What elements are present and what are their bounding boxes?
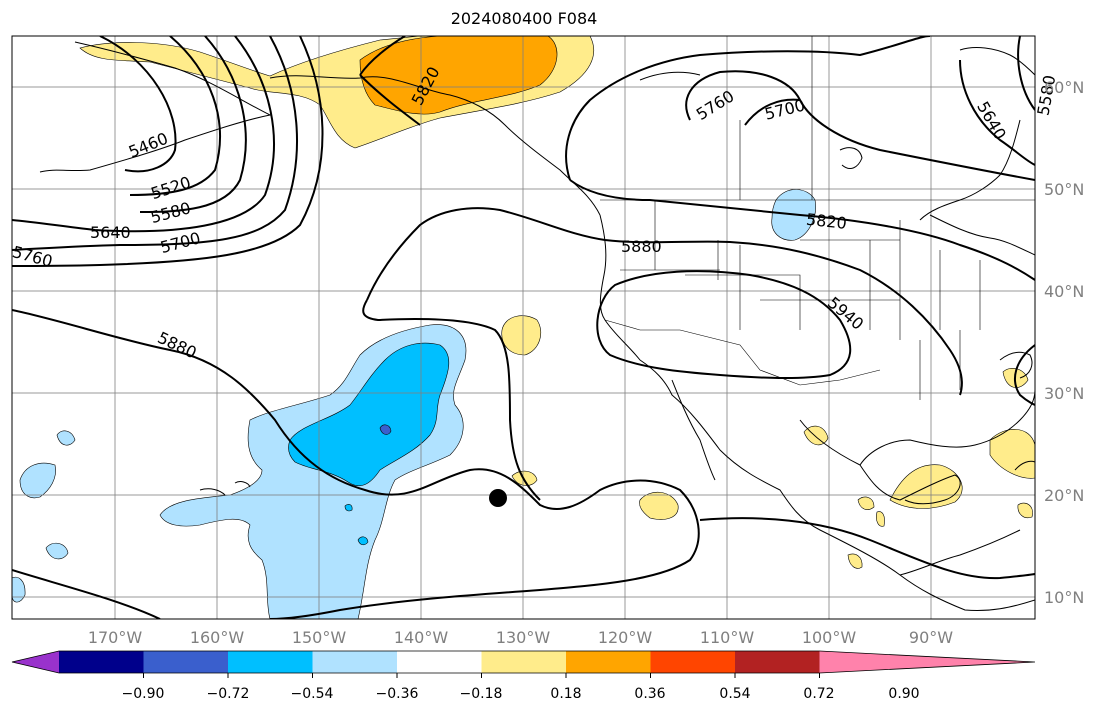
colorbar-label: −0.18 — [460, 686, 503, 702]
lat-label: 60°N — [1044, 78, 1084, 97]
contour-label: 5460 — [126, 129, 171, 162]
lon-label: 160°W — [190, 628, 245, 647]
map-panel — [12, 36, 1035, 619]
contour-label: 5640 — [90, 223, 131, 242]
contour-label-group: 5460 5520 5580 5640 5700 5760 5880 5820 … — [10, 63, 1059, 362]
colorbar-swatch — [228, 651, 313, 673]
lon-label: 100°W — [802, 628, 857, 647]
contour-label: 5700 — [158, 228, 202, 257]
political-boundaries — [600, 36, 1035, 400]
lon-label: 130°W — [496, 628, 551, 647]
lat-label: 20°N — [1044, 486, 1084, 505]
colorbar-label: 0.54 — [719, 686, 750, 702]
colorbar-swatch — [481, 651, 567, 673]
colorbar-label: 0.18 — [550, 686, 581, 702]
graticule — [12, 36, 1035, 619]
colorbar-extend-max — [819, 651, 1035, 673]
colorbar-swatch — [735, 651, 820, 673]
lon-label: 170°W — [88, 628, 143, 647]
location-marker — [489, 489, 507, 507]
map-title: 2024080400 F084 — [450, 9, 598, 28]
contour-label: 5700 — [763, 95, 807, 123]
latitude-labels: 60°N 50°N 40°N 30°N 20°N 10°N — [1044, 78, 1084, 607]
colorbar-extend-min — [12, 651, 59, 673]
colorbar-label: −0.54 — [291, 686, 334, 702]
lon-label: 140°W — [394, 628, 449, 647]
lat-label: 40°N — [1044, 282, 1084, 301]
lat-label: 10°N — [1044, 588, 1084, 607]
lon-label: 150°W — [292, 628, 347, 647]
map-frame — [11, 35, 1036, 620]
colorbar-label: −0.90 — [122, 686, 165, 702]
colorbar-swatch — [59, 651, 144, 673]
colorbar-swatch — [397, 651, 482, 673]
colorbar-label: −0.36 — [376, 686, 419, 702]
colorbar-swatch — [143, 651, 229, 673]
negative-anomaly-shading — [12, 189, 816, 619]
colorbar-swatch — [566, 651, 651, 673]
colorbar-swatch — [650, 651, 736, 673]
longitude-labels: 170°W 160°W 150°W 140°W 130°W 120°W 110°… — [88, 628, 953, 647]
colorbar-label: 0.72 — [803, 686, 834, 702]
colorbar-outline — [11, 650, 1036, 674]
colorbar — [11, 650, 1036, 678]
height-contours — [12, 36, 1035, 619]
contour-label: 5880 — [621, 237, 662, 256]
colorbar-label: −0.72 — [207, 686, 250, 702]
lon-label: 90°W — [909, 628, 953, 647]
contour-label: 5640 — [973, 98, 1010, 143]
lat-label: 30°N — [1044, 384, 1084, 403]
coastlines — [39, 41, 1035, 611]
lon-label: 110°W — [700, 628, 755, 647]
contour-label: 5820 — [805, 210, 847, 233]
colorbar-label: 0.36 — [634, 686, 665, 702]
lat-label: 50°N — [1044, 180, 1084, 199]
colorbar-labels: −0.90 −0.72 −0.54 −0.36 −0.18 0.18 0.36 … — [122, 686, 920, 702]
contour-label: 5760 — [693, 86, 738, 124]
positive-anomaly-shading — [79, 36, 1035, 569]
colorbar-swatch — [312, 651, 398, 673]
colorbar-label: 0.90 — [888, 686, 919, 702]
contour-label: 5880 — [155, 328, 200, 362]
contour-label: 5940 — [824, 293, 867, 334]
lon-label: 120°W — [598, 628, 653, 647]
